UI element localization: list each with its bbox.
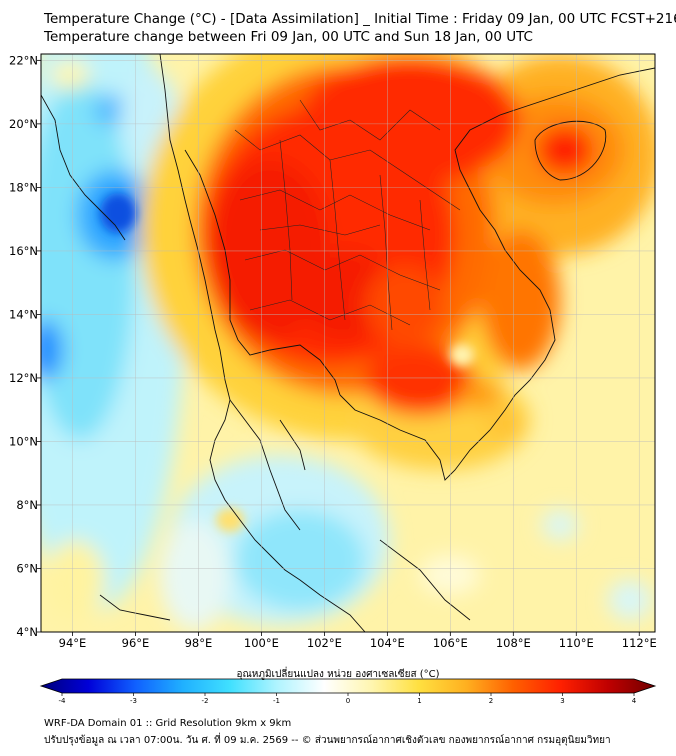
lat-label-14: 14°N	[9, 307, 38, 321]
colorbar-ticks: -4 -3 -2 -1 0 1 2 3 4	[59, 693, 637, 705]
title-line-2: Temperature change between Fri 09 Jan, 0…	[44, 29, 533, 45]
title-line-1: Temperature Change (°C) - [Data Assimila…	[44, 11, 676, 27]
colorbar-tick-label: -2	[202, 697, 209, 705]
colorbar-tick-label: 0	[346, 697, 350, 705]
colorbar-tick-label: 2	[489, 697, 493, 705]
lon-label-112: 112°E	[622, 636, 657, 650]
lat-label-22: 22°N	[9, 53, 38, 67]
colorbar: -4 -3 -2 -1 0 1 2 3 4	[39, 678, 657, 705]
colorbar-tick-label: -1	[273, 697, 280, 705]
colorbar-tick-label: -3	[130, 697, 137, 705]
latitude-labels: 22°N 20°N 18°N 16°N 14°N 12°N 10°N 8°N 6°N 4°N	[9, 53, 41, 639]
lon-label-98: 98°E	[185, 636, 213, 650]
longitude-labels: 94°E 96°E 98°E 100°E 102°E 104°E 106°E 108°E 110…	[59, 632, 657, 650]
lon-label-94: 94°E	[59, 636, 87, 650]
lat-label-20: 20°N	[9, 117, 38, 131]
colorbar-tick-label: -4	[59, 697, 67, 705]
lat-label-16: 16°N	[9, 244, 38, 258]
lon-label-104: 104°E	[370, 636, 405, 650]
lat-label-12: 12°N	[9, 371, 38, 385]
footer-update-info: ปรับปรุงข้อมูล ณ เวลา 07:00น. วัน ศ. ที่…	[44, 735, 611, 746]
lat-label-6: 6°N	[16, 561, 38, 575]
lon-label-102: 102°E	[307, 636, 342, 650]
footer-model-info: WRF-DA Domain 01 :: Grid Resolution 9km …	[44, 718, 292, 729]
province-borders	[234, 99, 461, 331]
colorbar-tick-label: 3	[560, 697, 564, 705]
lon-label-106: 106°E	[433, 636, 468, 650]
colorbar-tick-label: 1	[417, 697, 421, 705]
lat-label-18: 18°N	[9, 180, 38, 194]
colorbar-label: อุณหภูมิเปลี่ยนแปลง หน่วย องศาเซลเซียส (…	[236, 669, 440, 680]
lat-label-4: 4°N	[16, 625, 38, 639]
coastline-borders	[41, 54, 655, 632]
colorbar-tick-label: 4	[632, 697, 637, 705]
lon-label-96: 96°E	[122, 636, 150, 650]
lat-label-8: 8°N	[16, 498, 38, 512]
lon-label-110: 110°E	[559, 636, 594, 650]
lon-label-100: 100°E	[244, 636, 279, 650]
lon-label-108: 108°E	[496, 636, 531, 650]
lat-label-10: 10°N	[9, 434, 38, 448]
map-frame	[40, 53, 656, 633]
